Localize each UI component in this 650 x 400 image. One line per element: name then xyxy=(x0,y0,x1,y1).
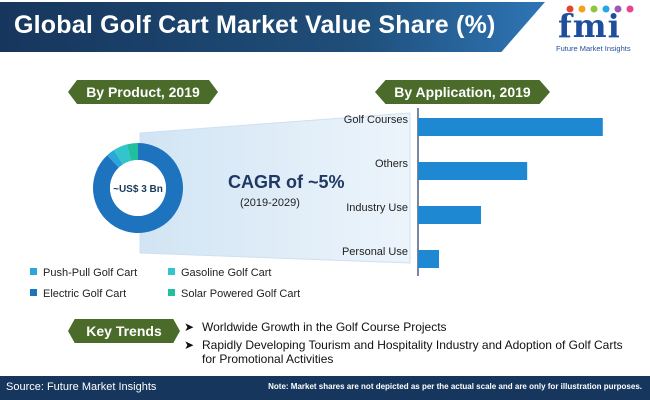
donut-slice-electric-golf-cart xyxy=(93,143,184,233)
trend-text: Worldwide Growth in the Golf Course Proj… xyxy=(202,320,447,334)
legend-item-push-pull: Push-Pull Golf Cart xyxy=(30,267,137,279)
footer: Source: Future Market Insights Note: Mar… xyxy=(0,376,650,400)
by-product-label: By Product, 2019 xyxy=(68,80,218,104)
note-text: Note: Market shares are not depicted as … xyxy=(268,382,642,391)
donut-hole xyxy=(110,160,166,216)
trend-item: ➤ Worldwide Growth in the Golf Course Pr… xyxy=(184,320,626,334)
bar-golf-courses xyxy=(418,118,603,136)
product-legend: Push-Pull Golf Cart Gasoline Golf Cart E… xyxy=(18,263,318,307)
legend-swatch xyxy=(168,289,175,296)
source-text: Source: Future Market Insights xyxy=(6,381,157,393)
bar-category-label: Personal Use xyxy=(342,246,408,258)
donut-slice-solar-powered-golf-cart xyxy=(126,143,138,161)
product-donut-chart xyxy=(93,112,411,264)
fmi-logo: fmi Future Market Insights xyxy=(556,4,646,54)
legend-label: Electric Golf Cart xyxy=(43,288,127,300)
legend-item-gasoline: Gasoline Golf Cart xyxy=(168,267,271,279)
bar-category-label: Industry Use xyxy=(346,202,408,214)
title-band xyxy=(0,2,545,52)
by-application-label: By Application, 2019 xyxy=(375,80,550,104)
legend-label: Push-Pull Golf Cart xyxy=(43,267,138,279)
legend-item-solar: Solar Powered Golf Cart xyxy=(168,288,300,300)
bar-category-label: Golf Courses xyxy=(344,114,409,126)
legend-label: Solar Powered Golf Cart xyxy=(181,288,301,300)
logo-dots-icon xyxy=(566,5,634,13)
logo-subtitle: Future Market Insights xyxy=(556,44,631,53)
bar-personal-use xyxy=(418,250,439,268)
page-title: Global Golf Cart Market Value Share (%) xyxy=(14,11,496,39)
donut-slice-push-pull-golf-cart xyxy=(107,150,123,168)
legend-swatch xyxy=(168,268,175,275)
application-bar-chart: Golf Courses Others Industry Use Personal U… xyxy=(342,108,603,276)
market-value-label: ~US$ 3 Bn xyxy=(113,184,163,195)
legend-label: Gasoline Golf Cart xyxy=(181,267,272,279)
logo-mark: fmi xyxy=(558,7,621,45)
trend-text: Rapidly Developing Tourism and Hospitali… xyxy=(202,338,623,366)
bar-category-label: Others xyxy=(375,158,409,170)
legend-swatch xyxy=(30,268,37,275)
arrow-right-icon: ➤ xyxy=(184,320,195,334)
bar-industry-use xyxy=(418,206,481,224)
header: Global Golf Cart Market Value Share (%) … xyxy=(0,0,650,56)
cagr-period-label: (2019-2029) xyxy=(240,197,300,209)
donut-slice-gasoline-golf-cart xyxy=(113,144,132,165)
arrow-right-icon: ➤ xyxy=(184,338,195,352)
bar-others xyxy=(418,162,528,180)
key-trends-label: Key Trends xyxy=(68,319,180,343)
legend-swatch xyxy=(30,289,37,296)
cagr-label: CAGR of ~5% xyxy=(228,172,345,192)
trend-item: ➤ Rapidly Developing Tourism and Hospita… xyxy=(184,338,626,366)
legend-item-electric: Electric Golf Cart xyxy=(30,288,126,300)
